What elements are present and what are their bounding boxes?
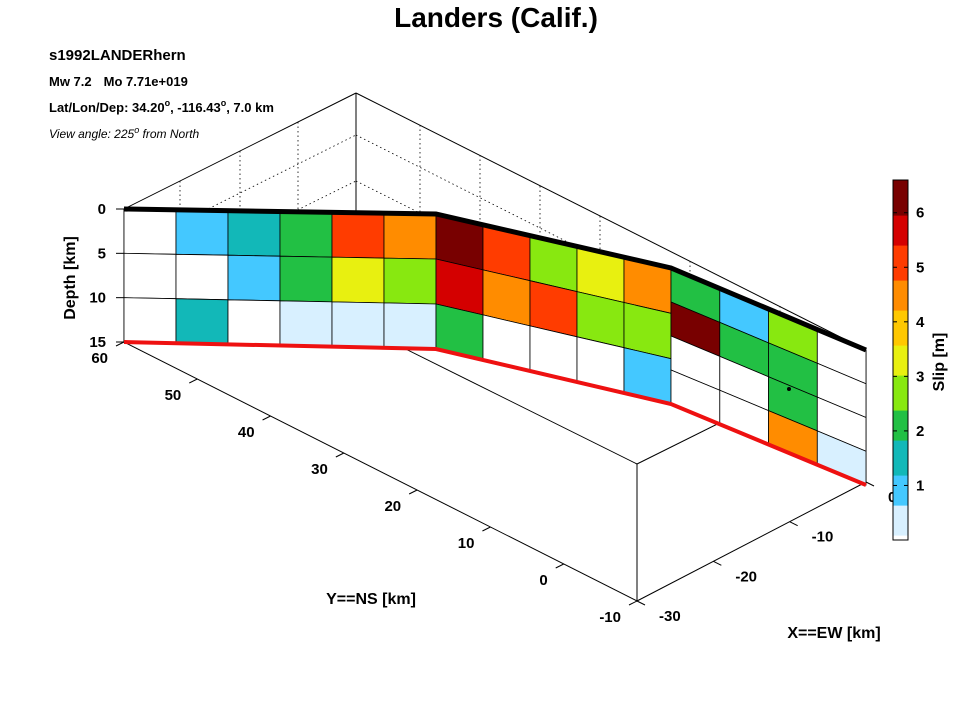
slip-cell: [331, 211, 385, 259]
event-location-line: Lat/Lon/Dep: 34.20o, -116.43o, 7.0 km: [49, 98, 274, 115]
slip-cell: [279, 255, 333, 303]
slip-cell: [227, 299, 281, 346]
y-tick-label: 40: [238, 424, 255, 441]
slip-patches: [123, 208, 867, 486]
slip-cell: [383, 302, 437, 350]
depth-tick-label: 0: [98, 201, 106, 218]
bottom-trace-line: [123, 340, 867, 487]
y-tick-label: 60: [91, 350, 108, 367]
y-tick-label: 30: [311, 461, 328, 478]
slip-cell: [279, 300, 333, 348]
slip-cell: [227, 254, 281, 302]
event-magnitude-line: Mw 7.2 Mo 7.71e+019: [49, 74, 188, 89]
x-tick-label: -30: [659, 608, 681, 625]
colorbar-tick-label: 2: [916, 423, 924, 440]
colorbar-tick-label: 5: [916, 259, 924, 276]
y-tick-label: 20: [384, 498, 401, 515]
hypocenter-marker: [787, 387, 791, 391]
x-tick-label: -10: [812, 529, 834, 546]
top-trace-line: [123, 206, 867, 353]
y-tick-label: -10: [599, 609, 621, 626]
x-tick-label: 0: [888, 489, 896, 506]
slip-cell: [383, 257, 437, 305]
x-tick-label: -20: [735, 568, 757, 585]
slip-cell: [123, 252, 177, 300]
slip-cell: [175, 253, 229, 301]
depth-tick-label: 10: [89, 290, 106, 307]
slip-cell: [383, 212, 437, 260]
event-id: s1992LANDERhern: [49, 47, 186, 64]
colorbar: 1 2 3 4 5 6: [892, 179, 925, 541]
depth-axis-label: Depth [km]: [62, 236, 79, 320]
slip-cell: [279, 211, 333, 258]
y-tick-label: 0: [539, 572, 547, 589]
colorbar-tick-label: 4: [916, 314, 925, 331]
view-angle-line: View angle: 225o from North: [49, 125, 200, 141]
chart-title: Landers (Calif.): [394, 2, 598, 33]
y-tick-label: 10: [458, 535, 475, 552]
depth-tick-label: 15: [89, 334, 106, 351]
slip-cell: [331, 256, 385, 304]
y-tick-label: 50: [165, 387, 182, 404]
y-axis-label: Y==NS [km]: [326, 591, 416, 608]
colorbar-label: Slip [m]: [931, 333, 948, 392]
slip-cell: [123, 297, 177, 344]
x-axis-label: X==EW [km]: [787, 625, 880, 642]
slip-cell: [175, 209, 229, 256]
colorbar-tick-label: 3: [916, 368, 924, 385]
colorbar-tick-label: 6: [916, 205, 924, 222]
colorbar-tick-label: 1: [916, 477, 924, 494]
slip-cell: [331, 301, 385, 349]
depth-tick-label: 5: [98, 245, 106, 262]
fault-traces: [123, 206, 867, 487]
slip-cell: [227, 210, 281, 257]
colorbar-frame: [892, 179, 909, 541]
slip-cell: [175, 298, 229, 345]
slip-cell: [123, 208, 177, 255]
